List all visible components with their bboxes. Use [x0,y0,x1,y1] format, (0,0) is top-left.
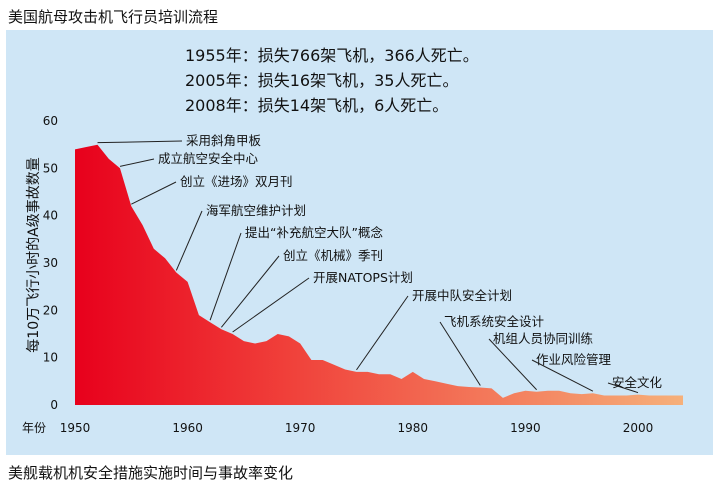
stat-1955: 1955年：损失766架飞机，366人死亡。 [185,46,479,65]
footer-title: 美舰载机机安全措施实施时间与事故率变化 [8,464,294,482]
accident-rate-area [75,144,683,405]
annotation-label: 开展中队安全计划 [412,288,512,303]
annotation-leader-line [209,232,242,321]
y-tick-label: 40 [43,209,58,223]
y-tick-label: 10 [43,351,58,365]
annotation-leader-line [97,140,183,144]
y-tick-label: 20 [43,303,58,317]
annotation-leader-line [356,295,409,371]
x-tick-label: 2000 [623,421,654,435]
annotation-leader-line [607,382,639,394]
annotation-label: 海军航空维护计划 [206,203,306,218]
annotation-leader-line [220,255,280,328]
annotation-leader-line [488,338,537,391]
annotation-leader-line [131,181,177,205]
x-tick-label: 1990 [510,421,541,435]
annotation-label: 提出“补充航空大队”概念 [245,225,383,240]
stat-2005: 2005年：损失16架飞机，35人死亡。 [185,71,459,90]
y-axis-label: 每10万飞行小时的A级事故数量 [26,157,42,352]
annotation-leader-line [119,158,155,167]
y-tick-label: 60 [43,114,58,128]
annotation-label: 机组人员协同训练 [493,331,594,346]
x-axis-label: 年份 [22,421,46,435]
annotation-label: 安全文化 [612,375,663,390]
x-tick-label: 1970 [285,421,316,435]
annotation-leader-line [531,359,594,392]
annotation-leader-line [439,321,481,386]
annotation-label: 飞机系统安全设计 [444,314,544,329]
annotation-label: 成立航空安全中心 [158,151,259,166]
header-title: 美国航母攻击机飞行员培训流程 [8,8,219,26]
annotation-label: 采用斜角甲板 [186,133,262,148]
annotation-label: 作业风险管理 [536,352,612,367]
annotation-leader-line [232,277,310,333]
x-tick-label: 1950 [60,421,91,435]
annotation-label: 创立《进场》双月刊 [180,174,293,189]
y-tick-label: 30 [43,256,58,270]
annotation-leader-line [175,210,203,271]
x-tick-label: 1960 [172,421,203,435]
annotation-label: 创立《机械》季刊 [283,248,383,263]
y-tick-label: 50 [43,161,58,175]
stat-2008: 2008年：损失14架飞机，6人死亡。 [185,96,449,115]
x-tick-label: 1980 [398,421,429,435]
annotation-label: 开展NATOPS计划 [313,270,413,285]
y-tick-label: 0 [50,398,58,412]
